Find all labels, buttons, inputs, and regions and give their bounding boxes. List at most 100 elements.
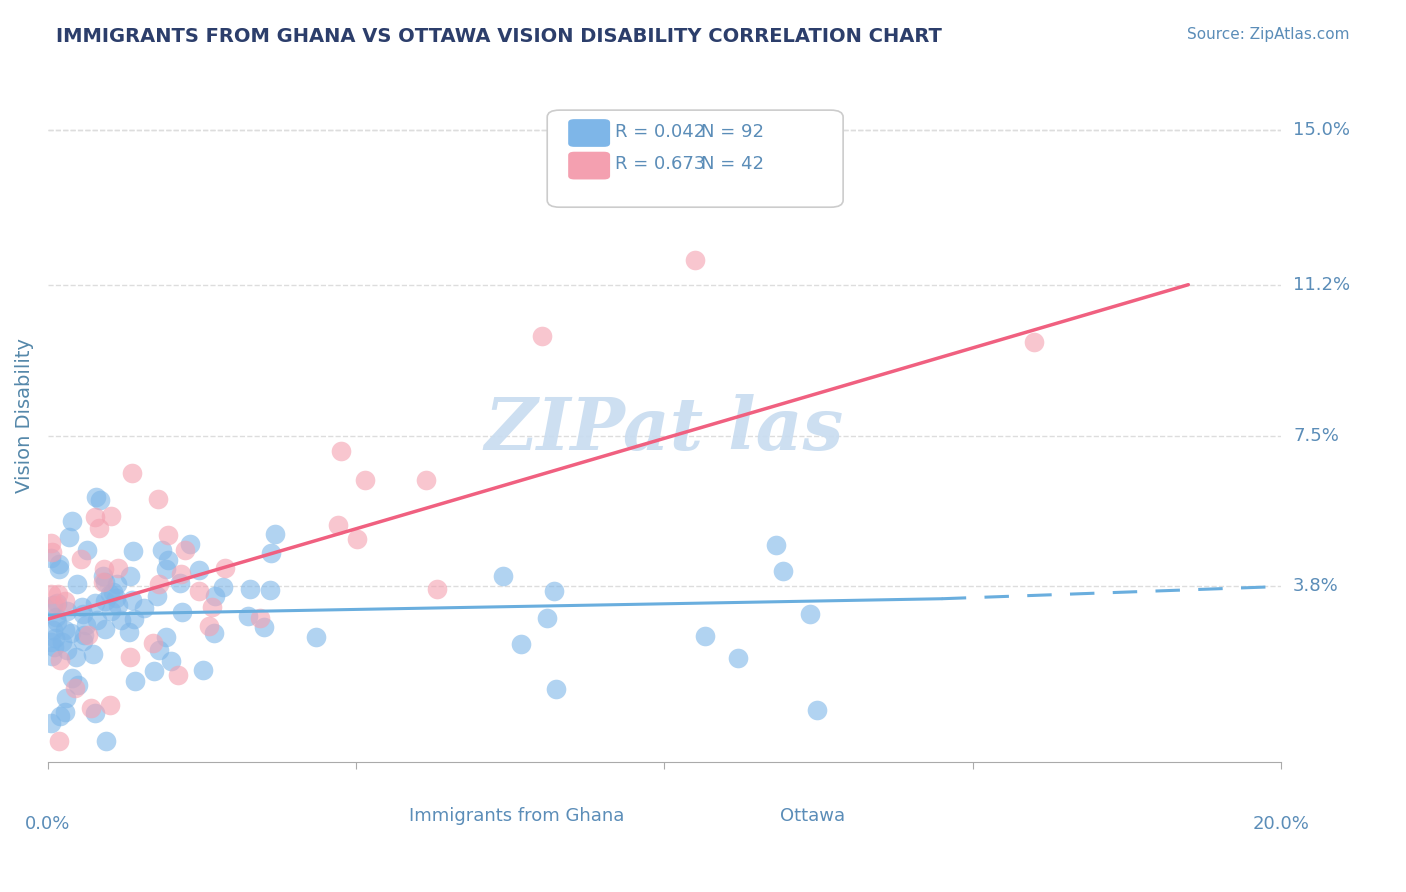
Text: ZIPat las: ZIPat las bbox=[485, 393, 844, 465]
Point bbox=[65, 649, 87, 664]
Point bbox=[509, 638, 531, 652]
Point bbox=[60, 514, 83, 528]
Point bbox=[132, 601, 155, 615]
Text: 11.2%: 11.2% bbox=[1294, 276, 1350, 293]
Point bbox=[160, 654, 183, 668]
Text: R = 0.673: R = 0.673 bbox=[614, 155, 706, 173]
Point bbox=[41, 648, 63, 663]
Point bbox=[55, 690, 77, 705]
Point bbox=[214, 561, 236, 575]
Point bbox=[56, 604, 79, 618]
Point bbox=[426, 582, 449, 597]
Point bbox=[83, 510, 105, 524]
Point bbox=[62, 671, 84, 685]
Point bbox=[44, 632, 66, 646]
Text: Ottawa: Ottawa bbox=[780, 807, 845, 825]
Point bbox=[772, 564, 794, 578]
Point bbox=[48, 734, 70, 748]
Point bbox=[544, 681, 567, 696]
Point bbox=[143, 664, 166, 678]
FancyBboxPatch shape bbox=[673, 782, 707, 801]
Point bbox=[346, 532, 368, 546]
Point bbox=[45, 596, 67, 610]
Point bbox=[259, 583, 281, 598]
Point bbox=[329, 443, 352, 458]
Point bbox=[204, 589, 226, 603]
Point bbox=[51, 635, 73, 649]
Point bbox=[86, 490, 108, 504]
Point bbox=[48, 653, 70, 667]
Point bbox=[89, 520, 111, 534]
Point bbox=[122, 612, 145, 626]
Point bbox=[806, 703, 828, 717]
Point bbox=[93, 562, 115, 576]
Point bbox=[693, 628, 716, 642]
Text: N = 42: N = 42 bbox=[702, 155, 765, 173]
Point bbox=[41, 545, 63, 559]
Point bbox=[799, 607, 821, 621]
Point bbox=[80, 700, 103, 714]
Text: 3.8%: 3.8% bbox=[1294, 577, 1339, 596]
Point bbox=[536, 611, 558, 625]
Point bbox=[73, 628, 96, 642]
Point bbox=[146, 491, 169, 506]
Point bbox=[53, 705, 76, 719]
Point bbox=[83, 706, 105, 721]
Point bbox=[66, 576, 89, 591]
Point bbox=[353, 473, 375, 487]
Point bbox=[253, 620, 276, 634]
Text: Source: ZipAtlas.com: Source: ZipAtlas.com bbox=[1187, 27, 1350, 42]
Point bbox=[120, 569, 142, 583]
Text: 20.0%: 20.0% bbox=[1253, 815, 1309, 833]
Point bbox=[84, 596, 107, 610]
Point bbox=[170, 566, 193, 581]
Point bbox=[91, 575, 114, 590]
Point bbox=[121, 592, 143, 607]
Point bbox=[107, 560, 129, 574]
Point bbox=[94, 594, 117, 608]
Point bbox=[100, 508, 122, 523]
Point bbox=[121, 467, 143, 481]
Point bbox=[75, 618, 97, 632]
Point bbox=[41, 599, 63, 613]
Text: 15.0%: 15.0% bbox=[1294, 120, 1350, 138]
Point bbox=[94, 734, 117, 748]
Point bbox=[146, 589, 169, 603]
FancyBboxPatch shape bbox=[547, 110, 844, 207]
Point bbox=[121, 544, 143, 558]
Point bbox=[198, 619, 221, 633]
Point bbox=[76, 543, 98, 558]
Point bbox=[328, 518, 350, 533]
Point bbox=[148, 576, 170, 591]
Point bbox=[42, 623, 65, 637]
Text: IMMIGRANTS FROM GHANA VS OTTAWA VISION DISABILITY CORRELATION CHART: IMMIGRANTS FROM GHANA VS OTTAWA VISION D… bbox=[56, 27, 942, 45]
Point bbox=[174, 542, 197, 557]
FancyBboxPatch shape bbox=[568, 120, 610, 147]
Point bbox=[59, 625, 82, 640]
Point bbox=[86, 613, 108, 627]
Point bbox=[49, 709, 72, 723]
Point bbox=[72, 634, 94, 648]
Point bbox=[94, 622, 117, 636]
Point bbox=[188, 563, 211, 577]
Point bbox=[72, 607, 94, 621]
Point bbox=[100, 698, 122, 713]
FancyBboxPatch shape bbox=[340, 782, 374, 801]
Point bbox=[155, 630, 177, 644]
Point bbox=[211, 580, 233, 594]
Point bbox=[39, 536, 62, 550]
Point bbox=[156, 528, 179, 542]
Point bbox=[91, 569, 114, 583]
Text: R = 0.042: R = 0.042 bbox=[614, 123, 706, 141]
Point bbox=[69, 552, 91, 566]
Point bbox=[156, 553, 179, 567]
Point bbox=[39, 587, 62, 601]
Point bbox=[415, 474, 437, 488]
Point bbox=[1024, 334, 1046, 349]
Point bbox=[45, 598, 67, 612]
Point bbox=[82, 647, 104, 661]
Point bbox=[530, 328, 553, 343]
Point bbox=[152, 542, 174, 557]
Text: 0.0%: 0.0% bbox=[25, 815, 70, 833]
Point bbox=[236, 609, 259, 624]
